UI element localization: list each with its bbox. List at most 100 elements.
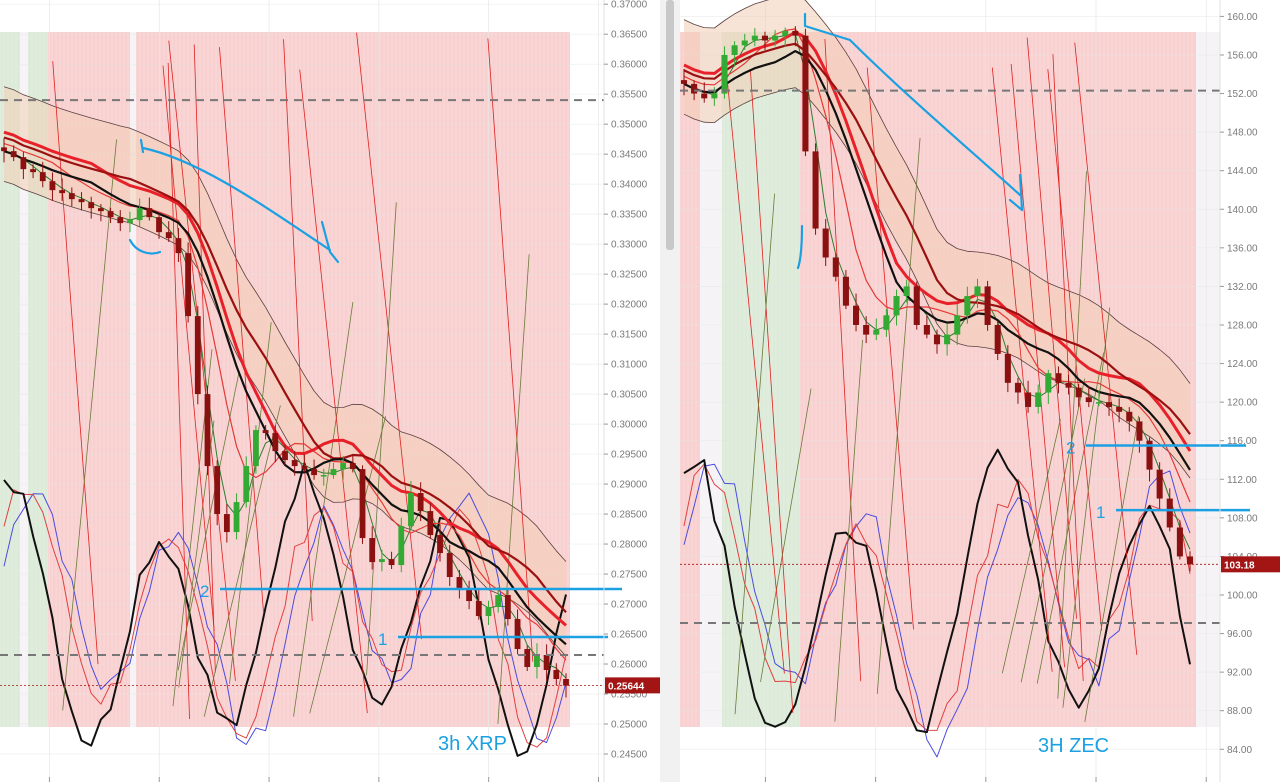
zec-candle-body (1065, 382, 1072, 388)
zec-ma-darkred (683, 42, 1191, 435)
zec-sawtooth-olive (1001, 418, 1061, 674)
xrp-y-tick-label: 0.35500 (611, 90, 648, 101)
xrp-candle-body (20, 157, 27, 170)
xrp-candle-body (485, 607, 492, 617)
zec-y-tick-label: 84.00 (1227, 745, 1252, 756)
xrp-sawtooth-olive (177, 372, 240, 671)
zec-sawtooth-olive (1036, 352, 1105, 684)
zec-y-tick-label: 132.00 (1227, 282, 1258, 293)
xrp-candle-body (117, 217, 124, 224)
zec-y-tick-label: 124.00 (1227, 359, 1258, 370)
xrp-y-tick-label: 0.37000 (611, 0, 648, 11)
xrp-y-tick-label: 0.34500 (611, 150, 648, 161)
xrp-candle-body (30, 169, 36, 173)
xrp-y-tick-label: 0.35000 (611, 120, 648, 131)
xrp-chart-panel[interactable]: 2 1 0.37000 0.36500 0.36000 0.35500 0.35000 0.3… (0, 0, 660, 782)
zec-y-tick-label: 160.00 (1227, 12, 1258, 23)
xrp-sawtooth-red (299, 69, 368, 714)
xrp-y-tick-label: 0.24500 (611, 750, 648, 761)
xrp-y-tick-label: 0.33000 (611, 240, 648, 251)
xrp-sawtooth-red (356, 32, 422, 640)
xrp-candle-body (524, 649, 531, 668)
zec-ma-red-thick (683, 30, 1192, 452)
xrp-candle-body (146, 208, 153, 218)
zec-y-tick-label: 144.00 (1227, 166, 1258, 177)
zec-sawtooth-red (991, 67, 1053, 672)
zec-candle-body (1035, 392, 1042, 407)
xrp-zone-green (28, 32, 48, 727)
xrp-last-price-tag (605, 677, 660, 694)
xrp-candle-body (514, 619, 521, 650)
xrp-candle-body (563, 679, 569, 686)
zec-candle-body (873, 329, 880, 335)
zec-chart[interactable]: 2 1 160.00 156.00 152.00 148.00 144.00 140.00 13… (680, 0, 1280, 782)
zec-candle-body (1106, 402, 1113, 407)
xrp-candle-body (291, 460, 298, 467)
xrp-oscillator-black (3, 462, 567, 757)
xrp-candle-body (194, 316, 201, 395)
xrp-candle-body (204, 394, 211, 467)
xrp-candle-body (311, 469, 317, 476)
zec-candle-body (944, 334, 951, 345)
xrp-sawtooth-olive (203, 405, 281, 717)
zec-y-tick-label: 140.00 (1227, 205, 1258, 216)
xrp-candle-body (543, 655, 550, 671)
xrp-oscillator-blue (3, 492, 567, 745)
xrp-sawtooth-red (168, 40, 236, 681)
xrp-y-tick-label: 0.25500 (611, 690, 648, 701)
zec-y-tick-label: 116.00 (1227, 436, 1257, 447)
zec-chart-title: 3H ZEC (1038, 735, 1109, 757)
zec-channel-upper (683, 0, 1191, 384)
zec-candle-body (1186, 556, 1194, 565)
scrollbar-thumb[interactable] (666, 0, 674, 250)
zec-candle-body (1085, 397, 1092, 403)
xrp-y-tick-label: 0.30500 (611, 390, 648, 401)
xrp-candle-body (446, 553, 453, 578)
xrp-sawtooth-red (487, 38, 534, 662)
xrp-candle-body (78, 199, 85, 203)
xrp-last-price-value: 0.25644 (608, 681, 645, 692)
xrp-candle-body (68, 193, 75, 200)
xrp-y-tick-label: 0.34000 (611, 180, 648, 191)
xrp-y-tick-label: 0.27000 (611, 600, 648, 611)
xrp-candle-body (10, 151, 17, 158)
xrp-candle-body (165, 232, 172, 239)
zec-candle-body (984, 286, 991, 325)
zec-y-tick-label: 136.00 (1227, 243, 1258, 254)
zec-channel-fill (684, 0, 1190, 479)
xrp-candle-body (466, 589, 473, 602)
xrp-candle-body (214, 466, 221, 515)
xrp-channel-upper (3, 86, 567, 562)
xrp-sawtooth-olive (497, 254, 530, 724)
xrp-y-tick-label: 0.29000 (611, 480, 648, 491)
xrp-candle-body (504, 595, 511, 620)
zec-candle-body (822, 228, 829, 258)
zec-candle-body (994, 324, 1001, 354)
zec-candle-body (1045, 373, 1052, 393)
zec-candle-body (1014, 382, 1021, 393)
zec-sawtooth-red (750, 71, 794, 713)
zec-y-tick-label: 96.00 (1227, 629, 1252, 640)
xrp-candle-body (340, 463, 347, 470)
xrp-sawtooth-red (193, 44, 216, 673)
xrp-candle-body (107, 211, 114, 218)
zec-sawtooth-olive (1057, 171, 1087, 699)
xrp-candle-body (1, 147, 7, 152)
xrp-candle-body (398, 526, 405, 566)
zec-chart-panel[interactable]: 2 1 160.00 156.00 152.00 148.00 144.00 140.00 13… (680, 0, 1280, 782)
zec-y-tick-label: 152.00 (1227, 89, 1258, 100)
xrp-candle-body (59, 190, 66, 194)
zec-candle-body (1136, 421, 1143, 441)
zec-candle-body (913, 286, 920, 325)
panel-divider-scrollbar[interactable] (660, 0, 680, 782)
zec-y-tick-label: 92.00 (1227, 668, 1252, 679)
xrp-zone-red (130, 32, 136, 727)
xrp-chart[interactable]: 2 1 0.37000 0.36500 0.36000 0.35500 0.35000 0.3… (0, 0, 660, 782)
xrp-candle-body (233, 502, 240, 533)
zec-last-price-tag (1221, 556, 1280, 573)
xrp-candle-body (349, 463, 356, 470)
xrp-ma-black (3, 150, 567, 646)
xrp-candle-body (427, 511, 434, 536)
zec-y-tick-label: 108.00 (1227, 513, 1258, 524)
zec-candle-body (1116, 406, 1123, 412)
